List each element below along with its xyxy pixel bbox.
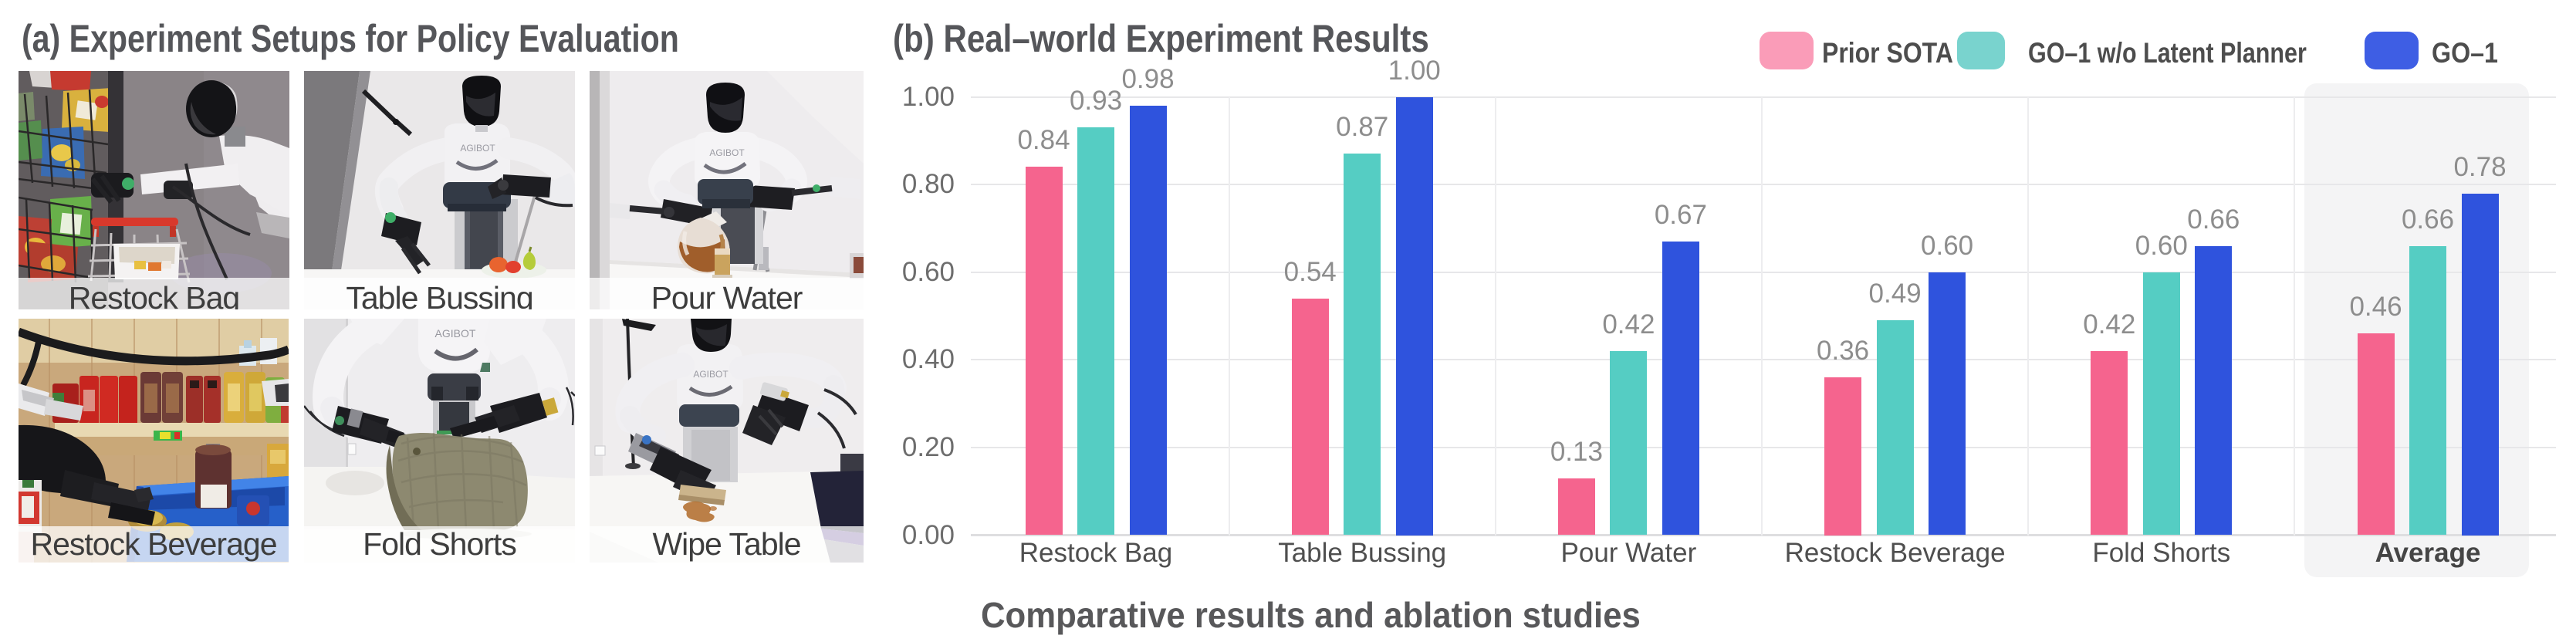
svg-text:AGIBOT: AGIBOT	[709, 147, 745, 158]
svg-text:AGIBOT: AGIBOT	[693, 369, 729, 380]
svg-text:AGIBOT: AGIBOT	[460, 143, 495, 154]
svg-text:AGIBOT: AGIBOT	[435, 327, 476, 340]
